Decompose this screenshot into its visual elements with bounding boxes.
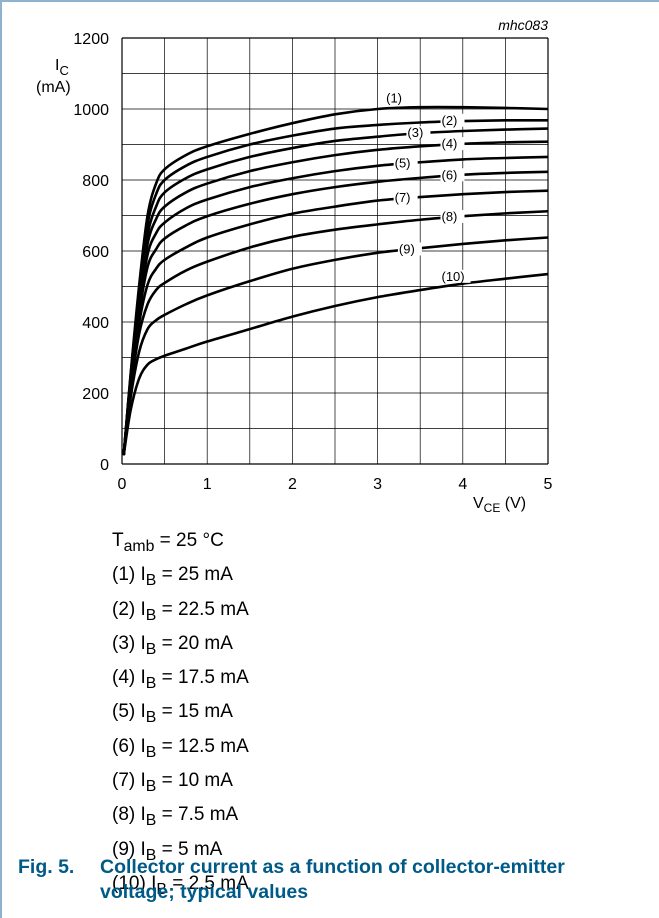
- curve-label-backing: [440, 137, 465, 151]
- figure-number: Fig. 5.: [18, 856, 75, 878]
- curve-label-backing: [406, 126, 431, 140]
- legend-item: (4) IB = 17.5 mA: [112, 667, 249, 692]
- curve-label-backing: [393, 156, 418, 170]
- curve-line: [122, 155, 549, 456]
- y-tick-label: 800: [82, 173, 109, 190]
- x-axis-label: VCE (V): [473, 495, 526, 515]
- x-tick-label: 2: [288, 476, 297, 493]
- y-tick-label: 1000: [73, 102, 109, 119]
- curve-label: (6): [442, 167, 458, 182]
- legend-item: (8) IB = 7.5 mA: [112, 804, 239, 830]
- curve-label: (2): [442, 113, 458, 128]
- chart-grid: [121, 37, 549, 465]
- y-tick-label: 0: [100, 457, 109, 474]
- curve-label-backing: [440, 269, 471, 283]
- curve-line: [122, 236, 549, 456]
- legend-item: (9) IB = 5 mA: [112, 838, 223, 864]
- legend-tamb: Tamb = 25 °C: [112, 530, 224, 555]
- curve-label: (10): [442, 269, 465, 284]
- curve-label: (5): [395, 155, 411, 170]
- chart-ticks: 0 1 2 3 4 5 0 200 400 600 800 1000 1200: [73, 31, 552, 493]
- legend-item: (5) IB = 15 mA: [112, 701, 233, 727]
- x-tick-label: 4: [458, 476, 467, 493]
- figure-caption-text: Collector current as a function of colle…: [100, 856, 565, 903]
- legend-item: (2) IB = 22.5 mA: [112, 598, 249, 624]
- y-tick-label: 600: [82, 244, 109, 261]
- legend-item: (7) IB = 10 mA: [112, 770, 233, 795]
- curve-line: [122, 140, 549, 456]
- curve-label: (8): [442, 209, 458, 224]
- curve-label-backing: [385, 91, 410, 105]
- curve-label: (4): [442, 136, 458, 151]
- chart-curve-labels: (1) (2) (3) (4) (5) (6) (7) (8) (9) (10): [385, 91, 471, 284]
- curve-label-backing: [397, 242, 422, 256]
- curve-label-backing: [440, 113, 465, 127]
- chart-code: mhc083: [498, 17, 548, 33]
- y-tick-label: 200: [82, 386, 109, 403]
- curve-label-backing: [440, 209, 465, 223]
- x-tick-label: 1: [203, 476, 212, 493]
- y-tick-label: 400: [82, 315, 109, 332]
- chart-curves: [122, 105, 549, 456]
- curve-label: (3): [407, 125, 423, 140]
- legend-item: (3) IB = 20 mA: [112, 632, 233, 658]
- curve-label-backing: [440, 168, 465, 182]
- curve-line: [122, 272, 549, 456]
- curve-label-backing: [393, 191, 418, 205]
- y-axis-unit: (mA): [36, 79, 71, 96]
- legend-item: (10) IB = 2.5 mA: [112, 872, 249, 898]
- curve-line: [122, 189, 549, 456]
- legend-item: (1) IB = 25 mA: [112, 564, 233, 590]
- curve-label: (7): [395, 190, 411, 205]
- y-axis-label: IC: [55, 57, 69, 78]
- chart: (1) (2) (3) (4) (5) (6) (7) (8) (9) (10) 0 1 2 3 4 5 0 2…: [36, 17, 553, 515]
- curve-label: (9): [399, 241, 415, 256]
- curve-label: (1): [386, 91, 402, 106]
- curve-line: [122, 127, 549, 456]
- y-tick-label: 1200: [73, 31, 109, 48]
- x-tick-label: 3: [373, 476, 382, 493]
- x-tick-label: 0: [118, 476, 127, 493]
- x-tick-label: 5: [544, 476, 553, 493]
- legend-item: (6) IB = 12.5 mA: [112, 735, 249, 761]
- curve-line: [122, 170, 549, 456]
- conditions-legend: Tamb = 25 °C (1) IB = 25 mA (2) IB = 22.…: [112, 527, 249, 904]
